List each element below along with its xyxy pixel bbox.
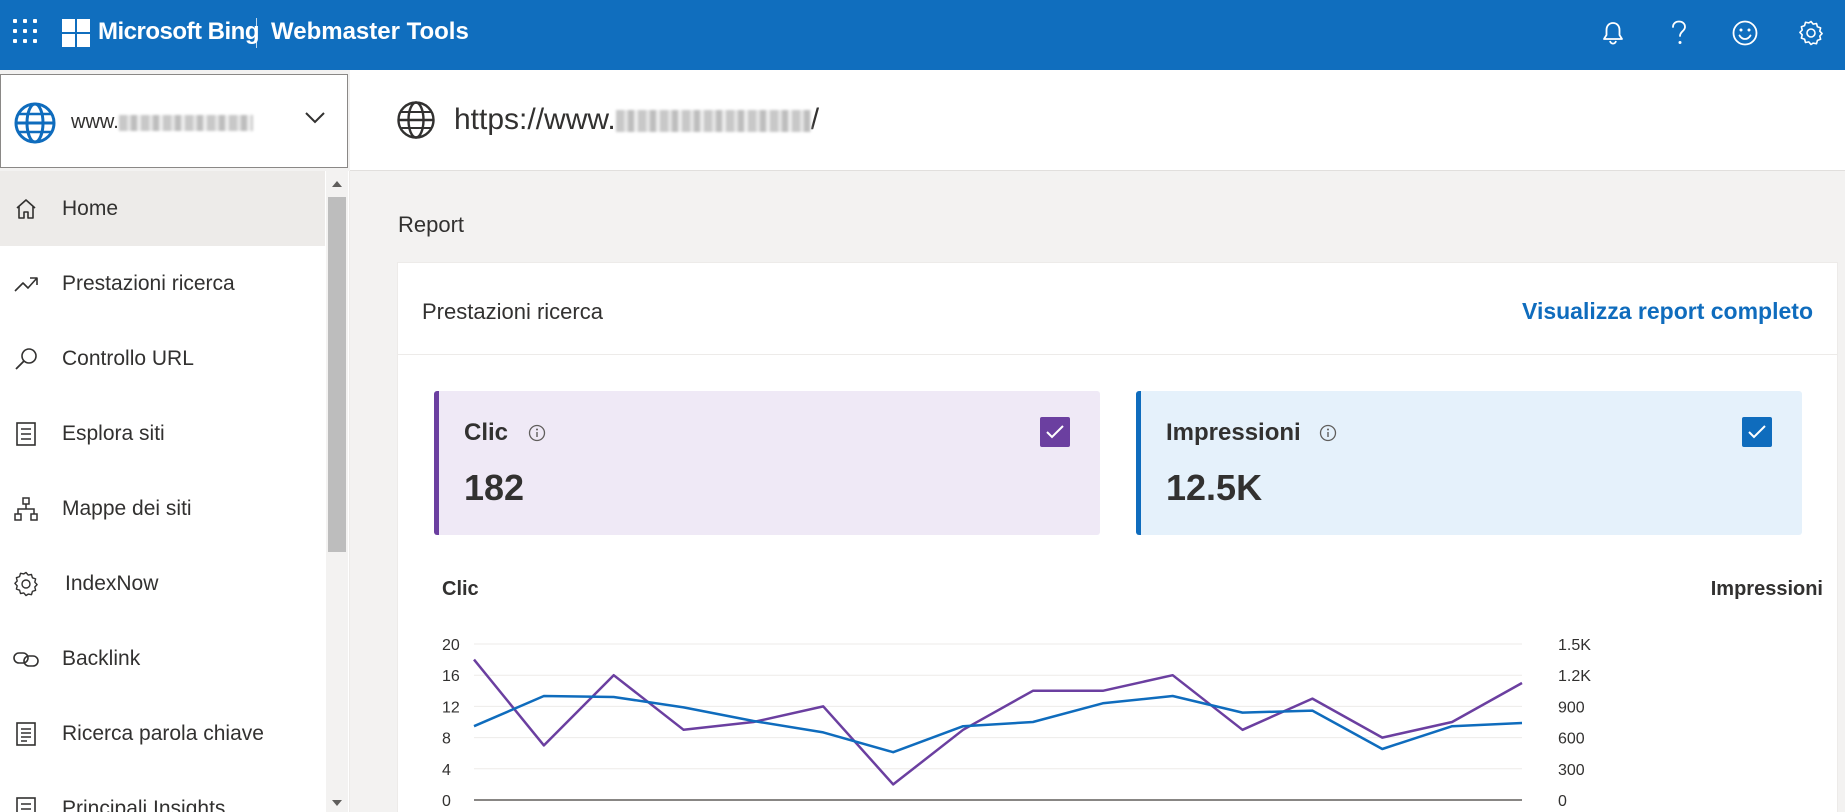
left-tick-label: 4 xyxy=(442,762,451,779)
sidebar-item-label: Prestazioni ricerca xyxy=(62,271,235,295)
redacted-domain xyxy=(615,110,811,133)
clicks-value: 182 xyxy=(464,467,525,508)
sidebar-item-label: IndexNow xyxy=(65,571,159,595)
sidebar-item-label: Controllo URL xyxy=(62,346,194,370)
left-tick-label: 16 xyxy=(442,668,460,685)
left-tick-label: 20 xyxy=(442,637,460,654)
impressions-metric-tile[interactable]: Impressioni 12.5K xyxy=(1136,391,1802,535)
brand-divider xyxy=(256,18,257,48)
sitemap-icon xyxy=(12,495,40,523)
site-prefix: www. xyxy=(71,111,119,133)
sidebar-item-label: Esplora siti xyxy=(62,421,165,445)
site-selector-dropdown[interactable]: www. xyxy=(0,74,348,168)
sidebar-item-search-performance[interactable]: Prestazioni ricerca xyxy=(0,246,325,321)
clicks-label: Clic xyxy=(464,419,509,446)
sidebar-scrollbar-thumb[interactable] xyxy=(328,197,346,552)
sidebar-item-label: Backlink xyxy=(62,646,141,670)
insights-icon xyxy=(12,795,40,812)
sidebar-item-label: Ricerca parola chiave xyxy=(62,721,264,745)
impressions-checkbox[interactable] xyxy=(1742,417,1772,447)
chevron-down-icon xyxy=(304,111,326,130)
info-icon[interactable] xyxy=(528,424,546,442)
left-tick-label: 8 xyxy=(442,731,451,748)
info-icon[interactable] xyxy=(1319,424,1337,442)
right-tick-label: 0 xyxy=(1558,793,1567,810)
microsoft-logo-icon xyxy=(62,19,90,47)
gear-icon xyxy=(12,570,40,598)
globe-icon xyxy=(396,100,436,145)
checkmark-icon xyxy=(1748,425,1766,439)
url-prefix: https://www. xyxy=(454,103,616,136)
chart-left-axis-label: Clic xyxy=(442,578,479,600)
sidebar-item-backlinks[interactable]: Backlink xyxy=(0,621,325,696)
redacted-domain xyxy=(118,114,253,131)
card-title: Prestazioni ricerca xyxy=(422,299,603,324)
top-bar: Microsoft Bing Webmaster Tools xyxy=(0,0,1845,70)
card-header: Prestazioni ricerca Visualizza report co… xyxy=(398,263,1837,355)
sidebar-nav: Home Prestazioni ricerca Controllo URL E… xyxy=(0,171,350,812)
sidebar-item-site-explorer[interactable]: Esplora siti xyxy=(0,396,325,471)
bell-icon[interactable] xyxy=(1596,16,1630,50)
sidebar-item-home[interactable]: Home xyxy=(0,171,325,246)
help-icon[interactable] xyxy=(1662,16,1696,50)
search-performance-card: Prestazioni ricerca Visualizza report co… xyxy=(397,262,1838,812)
trend-icon xyxy=(12,270,40,298)
clicks-metric-tile[interactable]: Clic 182 xyxy=(434,391,1100,535)
scroll-up-arrow-icon[interactable] xyxy=(332,181,342,187)
right-tick-label: 900 xyxy=(1558,699,1585,716)
performance-line-chart: 0 0 4 300 8 600 12 900 16 1.2K 20 1.5K xyxy=(442,637,1591,810)
sidebar-item-url-inspection[interactable]: Controllo URL xyxy=(0,321,325,396)
link-icon xyxy=(12,645,40,673)
document-icon xyxy=(12,720,40,748)
section-title: Report xyxy=(398,212,465,237)
left-tick-label: 0 xyxy=(442,793,451,810)
sidebar-item-sitemaps[interactable]: Mappe dei siti xyxy=(0,471,325,546)
right-tick-label: 600 xyxy=(1558,731,1585,748)
sidebar-item-label: Home xyxy=(62,196,119,220)
impressions-label: Impressioni xyxy=(1166,419,1301,446)
url-header: https://www. / xyxy=(350,70,1845,171)
selected-site-name: www. xyxy=(71,111,253,134)
settings-gear-icon[interactable] xyxy=(1794,16,1828,50)
series-line-clic[interactable] xyxy=(473,658,1523,786)
search-icon xyxy=(12,345,40,373)
url-suffix: / xyxy=(810,103,820,136)
checklist-icon xyxy=(12,420,40,448)
right-tick-label: 300 xyxy=(1558,762,1585,779)
series-line-impressioni[interactable] xyxy=(473,694,1523,754)
chart-right-axis-label: Impressioni xyxy=(1710,578,1823,600)
product-name[interactable]: Webmaster Tools xyxy=(271,18,469,45)
feedback-smiley-icon[interactable] xyxy=(1728,16,1762,50)
home-icon xyxy=(12,195,40,223)
sidebar-item-indexnow[interactable]: IndexNow xyxy=(0,546,325,621)
left-tick-label: 12 xyxy=(442,699,460,716)
sidebar-item-keyword-research[interactable]: Ricerca parola chiave xyxy=(0,696,325,771)
right-tick-label: 1.2K xyxy=(1558,668,1591,685)
checkmark-icon xyxy=(1046,425,1064,439)
right-tick-label: 1.5K xyxy=(1558,637,1591,654)
sidebar-item-top-insights[interactable]: Principali Insights xyxy=(0,771,325,812)
app-launcher-icon[interactable] xyxy=(12,18,42,48)
sidebar-item-label: Principali Insights xyxy=(62,796,226,812)
clicks-checkbox[interactable] xyxy=(1040,417,1070,447)
scroll-down-arrow-icon[interactable] xyxy=(332,800,342,806)
sidebar-item-label: Mappe dei siti xyxy=(62,496,192,520)
view-full-report-link[interactable]: Visualizza report completo xyxy=(1522,298,1813,324)
site-url: https://www. / xyxy=(454,103,819,137)
globe-icon xyxy=(13,101,57,150)
brand-name[interactable]: Microsoft Bing xyxy=(98,18,260,45)
impressions-value: 12.5K xyxy=(1166,467,1263,508)
